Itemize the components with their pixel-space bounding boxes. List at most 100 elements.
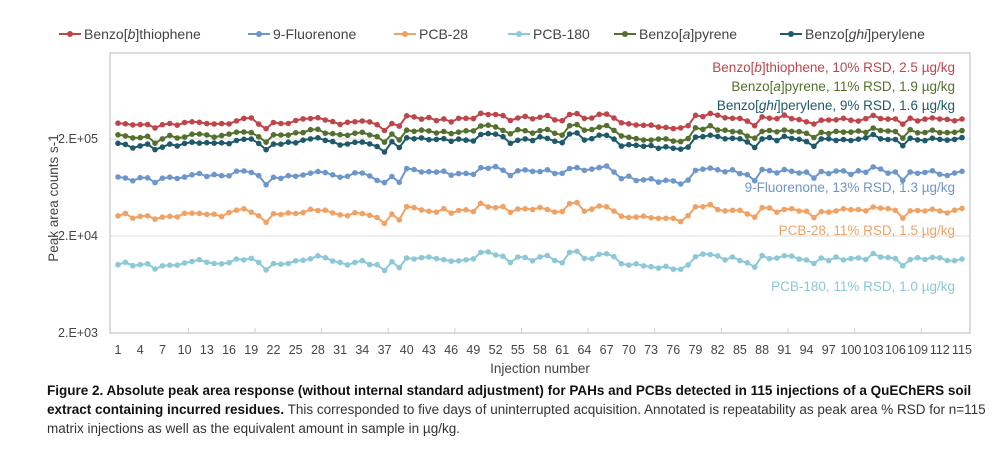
data-point	[914, 130, 921, 136]
data-point	[900, 121, 906, 127]
data-point	[329, 172, 336, 178]
data-point	[263, 146, 269, 153]
data-point	[122, 121, 129, 127]
legend-marker-icon	[780, 31, 802, 37]
data-point	[700, 251, 706, 257]
data-point	[648, 122, 654, 128]
data-point	[189, 139, 195, 145]
data-point	[611, 169, 617, 175]
data-point	[366, 141, 373, 147]
data-point	[574, 164, 580, 171]
data-point	[448, 172, 455, 178]
data-point	[855, 136, 862, 142]
data-point	[433, 130, 440, 136]
data-point	[870, 164, 876, 170]
data-point	[463, 207, 469, 213]
data-point	[781, 206, 788, 213]
data-point	[737, 129, 743, 135]
data-point	[411, 166, 417, 173]
data-point	[574, 130, 580, 136]
data-point	[914, 207, 921, 214]
data-point	[255, 134, 262, 140]
data-point	[714, 133, 721, 140]
data-point	[559, 117, 565, 124]
data-point	[722, 127, 728, 133]
data-point	[840, 136, 847, 143]
x-tick-label: 7	[159, 343, 166, 357]
data-point	[500, 127, 506, 134]
data-point	[959, 168, 965, 175]
data-point	[218, 132, 225, 139]
x-tick-label: 34	[355, 343, 369, 357]
data-point	[840, 168, 847, 174]
data-point	[603, 163, 610, 169]
data-point	[248, 129, 255, 136]
data-point	[574, 199, 580, 206]
x-tick-label: 115	[952, 343, 972, 357]
data-point	[130, 135, 136, 141]
data-point	[648, 215, 654, 221]
data-point	[329, 210, 336, 216]
data-point	[877, 166, 884, 172]
data-point	[130, 178, 136, 184]
data-point	[285, 132, 292, 138]
data-point	[566, 122, 573, 129]
data-point	[448, 130, 455, 137]
legend-label: 9-Fluorenone	[273, 26, 357, 42]
data-point	[515, 126, 521, 133]
data-point	[418, 169, 425, 175]
data-point	[825, 209, 832, 215]
data-point	[241, 129, 247, 135]
x-tick-label: 109	[907, 343, 928, 357]
data-point	[929, 115, 936, 121]
data-point	[544, 135, 551, 142]
data-point	[455, 170, 462, 177]
data-point	[381, 267, 388, 274]
data-point	[263, 267, 269, 273]
data-point	[922, 129, 928, 136]
data-point	[537, 127, 543, 134]
data-point	[781, 112, 788, 118]
data-point	[744, 260, 751, 266]
data-point	[581, 167, 588, 174]
data-point	[818, 117, 825, 123]
data-point	[122, 259, 129, 266]
data-point	[951, 129, 958, 136]
data-point	[959, 134, 965, 141]
data-point	[566, 111, 573, 118]
data-point	[426, 208, 432, 214]
data-point	[796, 128, 802, 135]
data-point	[566, 165, 573, 172]
data-point	[796, 208, 802, 214]
data-point	[611, 253, 617, 260]
data-point	[322, 207, 329, 213]
data-point	[707, 201, 714, 208]
data-point	[144, 121, 151, 128]
data-point	[463, 128, 469, 134]
data-point	[855, 206, 862, 213]
data-point	[655, 215, 662, 222]
data-point	[729, 135, 736, 142]
data-point	[744, 139, 751, 145]
caption-text: This corresponded to five days of uninte…	[47, 402, 986, 436]
data-point	[315, 207, 321, 214]
data-point	[189, 210, 195, 216]
data-point	[922, 208, 928, 214]
data-point	[285, 172, 292, 179]
data-point	[396, 137, 403, 143]
data-point	[707, 110, 714, 117]
data-point	[766, 167, 773, 174]
data-point	[626, 134, 632, 141]
legend-marker-icon	[614, 31, 636, 37]
data-point	[633, 135, 639, 142]
data-point	[403, 203, 410, 210]
data-point	[137, 121, 143, 128]
data-point	[618, 213, 625, 219]
data-point	[492, 111, 499, 118]
data-point	[211, 121, 217, 127]
data-point	[433, 169, 440, 175]
data-point	[529, 137, 536, 144]
data-point	[485, 111, 492, 118]
data-point	[729, 254, 736, 260]
data-point	[196, 131, 203, 137]
